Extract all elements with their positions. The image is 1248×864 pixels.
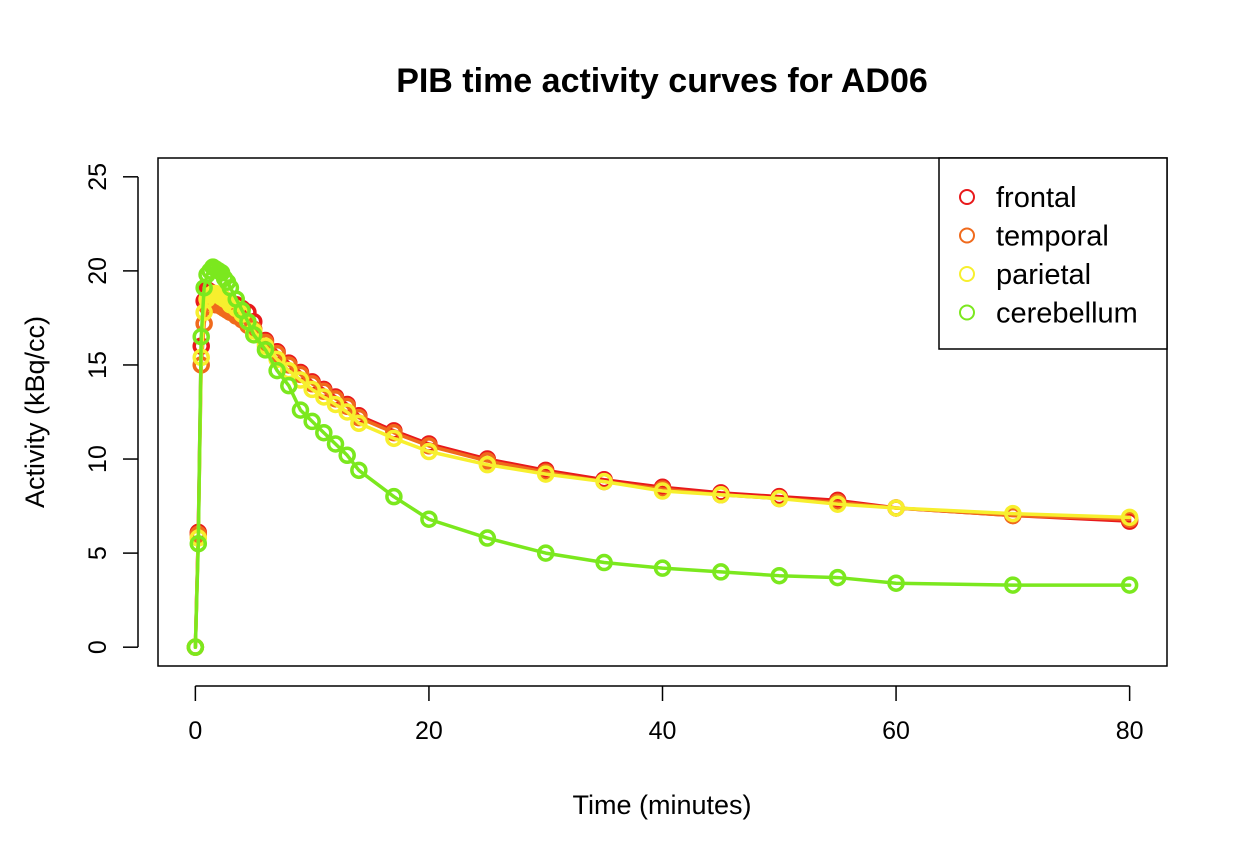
data-point-parietal — [887, 499, 905, 517]
data-point-cerebellum — [189, 534, 208, 553]
y-tick-label: 10 — [84, 445, 112, 473]
chart-title: PIB time activity curves for AD06 — [396, 62, 928, 100]
legend-label-frontal: frontal — [996, 182, 1077, 214]
data-point-cerebellum — [256, 341, 275, 359]
data-point-cerebellum — [712, 563, 730, 581]
data-point-cerebellum — [280, 376, 298, 395]
plot-frame — [157, 157, 1168, 667]
data-point-cerebellum — [326, 435, 345, 453]
legend-marker-cerebellum — [959, 304, 975, 321]
x-tick-label: 80 — [1116, 717, 1144, 745]
data-point-cerebellum — [350, 461, 368, 480]
data-point-parietal — [478, 455, 497, 474]
data-point-cerebellum — [536, 544, 555, 562]
x-tick-label: 60 — [882, 717, 910, 745]
data-point-parietal — [653, 482, 672, 500]
data-point-parietal — [385, 429, 403, 448]
x-axis-label: Time (minutes) — [572, 790, 751, 820]
data-point-cerebellum — [268, 361, 286, 380]
legend-label-cerebellum: cerebellum — [996, 298, 1138, 330]
data-point-parietal — [350, 414, 368, 433]
data-point-parietal — [828, 495, 847, 513]
y-axis-label: Activity (kBq/cc) — [20, 316, 50, 508]
y-tick-label: 25 — [84, 163, 112, 191]
data-point-parietal — [712, 486, 730, 504]
data-point-parietal — [420, 442, 438, 461]
x-axis: 0 20 40 60 80 — [188, 685, 1144, 745]
data-point-parietal — [338, 403, 356, 421]
legend-marker-temporal — [959, 227, 975, 244]
data-point-parietal — [595, 472, 613, 491]
data-point-cerebellum — [828, 568, 847, 587]
series-line-temporal — [193, 301, 1132, 649]
data-point-cerebellum — [653, 559, 672, 577]
data-point-cerebellum — [770, 566, 789, 585]
legend-marker-frontal — [959, 189, 975, 205]
data-point-cerebellum — [338, 446, 356, 465]
data-point-cerebellum — [303, 412, 321, 431]
data-point-parietal — [536, 465, 555, 483]
x-tick-label: 0 — [188, 717, 202, 745]
data-point-cerebellum — [192, 327, 210, 346]
data-point-parietal — [326, 395, 345, 414]
y-tick-label: 5 — [84, 546, 112, 560]
data-point-cerebellum — [315, 423, 333, 442]
data-point-cerebellum — [385, 487, 403, 506]
data-point-cerebellum — [186, 638, 205, 656]
legend-marker-parietal — [959, 266, 975, 282]
data-point-parietal — [1004, 504, 1022, 523]
data-point-cerebellum — [291, 401, 310, 419]
data-point-parietal — [770, 489, 789, 508]
series-cerebellum — [186, 258, 1139, 656]
y-tick-label: 20 — [84, 257, 112, 285]
legend-box — [938, 157, 1168, 350]
legend-label-parietal: parietal — [996, 259, 1091, 291]
legend: frontal temporal parietal cerebellum — [938, 157, 1168, 350]
data-point-cerebellum — [1004, 576, 1022, 594]
data-point-cerebellum — [420, 510, 438, 528]
data-point-parietal — [1120, 508, 1139, 527]
data-point-cerebellum — [478, 529, 497, 547]
data-point-parietal — [303, 380, 321, 399]
y-tick-label: 15 — [84, 351, 112, 379]
x-tick-label: 40 — [649, 717, 677, 745]
legend-label-temporal: temporal — [996, 221, 1109, 253]
data-point-cerebellum — [595, 553, 613, 572]
data-point-cerebellum — [1120, 576, 1139, 594]
y-axis: 0 5 10 15 20 25 — [84, 163, 139, 654]
data-point-cerebellum — [245, 326, 263, 344]
data-point-parietal — [315, 388, 333, 406]
plot-area — [186, 258, 1139, 656]
data-point-cerebellum — [887, 574, 905, 592]
y-tick-label: 0 — [84, 640, 112, 654]
x-tick-label: 20 — [415, 717, 443, 745]
